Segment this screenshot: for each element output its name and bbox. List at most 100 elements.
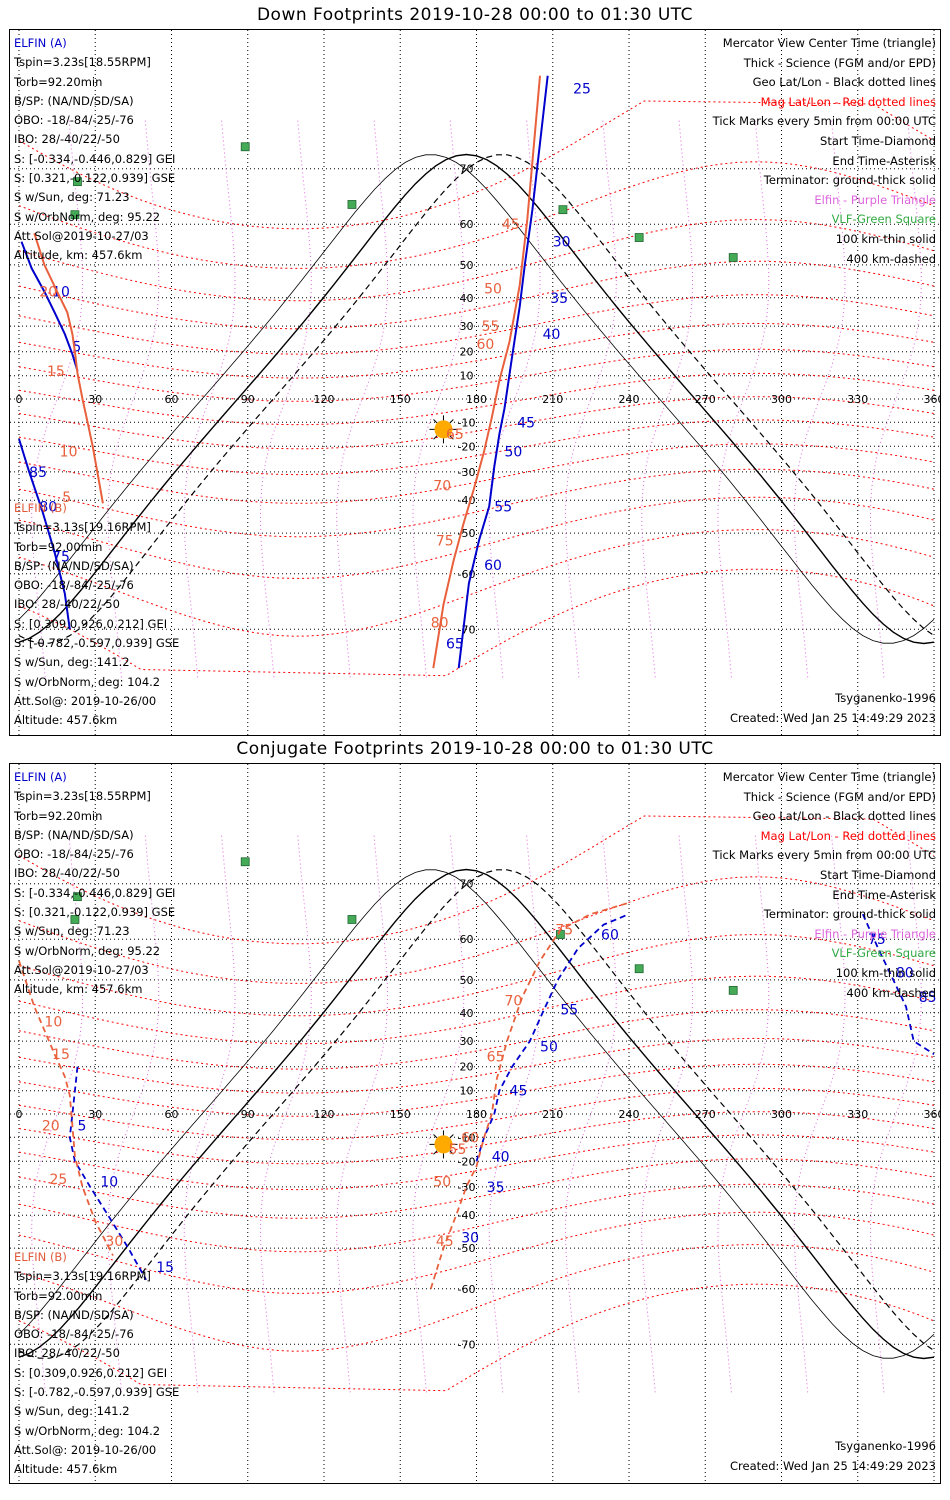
elfin-info-line: S: [-0.782,-0.597,0.939] GSE <box>14 1385 180 1400</box>
conjugate-footprints-map: 0 30 60 90 120 150 180 210 240 270 300 330 360 70 60 50… <box>10 764 940 1483</box>
mag-lat-line <box>18 161 935 269</box>
footprint-time-label: 15 <box>47 364 65 380</box>
lon-tick-label: 300 <box>771 1108 792 1121</box>
legend-entry: 100 km-thin solid <box>835 231 936 246</box>
elfin-info-line: Tspin=3.13s[19.16RPM] <box>14 1269 151 1284</box>
lat-tick-label: 60 <box>460 218 474 231</box>
legend-entry: VLF-Green Square <box>831 946 936 961</box>
legend-entry: End Time-Asterisk <box>832 887 936 902</box>
legend-entry: End Time-Asterisk <box>832 153 936 168</box>
lon-tick-label: 300 <box>771 393 792 406</box>
mag-lat-line <box>18 1134 935 1191</box>
sun-ray <box>449 435 454 440</box>
footprint-time-label: 45 <box>502 217 520 233</box>
vlf-station-marker <box>728 985 738 995</box>
elfin-info-line: S w/OrbNorm, deg: 104.2 <box>14 1423 161 1438</box>
footprint-time-label: 60 <box>461 1130 479 1146</box>
lat-tick-label: 20 <box>460 346 474 359</box>
mag-lat-line <box>18 396 935 450</box>
vlf-station-marker <box>240 857 250 867</box>
lon-tick-label: 90 <box>241 1108 255 1121</box>
vlf-station-marker <box>634 964 644 974</box>
vlf-station-marker <box>73 892 82 902</box>
mag-lat-line <box>18 975 935 1045</box>
lat-tick-label: -10 <box>458 1131 476 1144</box>
footprint-time-label: 65 <box>487 1050 505 1066</box>
footprint-time-label: 70 <box>504 993 522 1009</box>
vlf-station-marker <box>347 915 357 924</box>
mag-lat-line <box>18 1158 935 1219</box>
lon-tick-label: 240 <box>619 1108 640 1121</box>
legend-entry: 400 km-dashed <box>846 985 936 1000</box>
sun-icon <box>434 420 453 439</box>
elfin-info-line: Torb=92.00min <box>14 1288 103 1303</box>
legend-entry: Mag Lat/Lon - Red dotted lines <box>760 828 936 843</box>
footprint-time-label: 20 <box>39 285 57 301</box>
lat-tick-label: 30 <box>460 320 474 333</box>
mag-lat-line <box>18 1063 935 1117</box>
elfin-info-line: Altitude, km: 457.6km <box>14 248 143 263</box>
elfin-info-line: S: [-0.334,-0.446,0.829] GEI <box>14 151 176 166</box>
vlf-station-marker <box>728 253 738 262</box>
elfin-info-line: Torb=92.20min <box>14 74 103 89</box>
elfin-info-line: OBO: -18/-84/-25/-76 <box>14 1327 134 1342</box>
lon-tick-label: 360 <box>924 393 942 406</box>
mag-lat-line <box>18 1183 935 1253</box>
lat-tick-label: -30 <box>458 1181 476 1194</box>
footprint-time-label: 80 <box>39 499 57 515</box>
lat-tick-label: -30 <box>458 466 476 479</box>
mag-lat-line <box>18 419 935 476</box>
lon-tick-label: 270 <box>695 1108 716 1121</box>
legend-entry: Mercator View Center Time (triangle) <box>722 36 936 50</box>
sun-ray <box>433 435 438 440</box>
elfin-info-line: S: [0.321,-0.122,0.939] GSE <box>14 171 176 186</box>
terminator-100km-line <box>18 869 935 1359</box>
elfin-info-line: S: [-0.334,-0.446,0.829] GEI <box>14 885 176 900</box>
lon-tick-label: 150 <box>390 393 411 406</box>
model-label: Tsyganenko-1996 <box>835 1439 936 1453</box>
vlf-station-marker <box>73 177 82 187</box>
footprint-time-label: 40 <box>543 327 561 343</box>
mag-lat-line <box>18 1087 935 1141</box>
mag-lat-line <box>18 443 935 504</box>
elfin-info-line: S w/Sun, deg: 141.2 <box>14 1404 130 1419</box>
elfin-info-line: S w/OrbNorm, deg: 95.22 <box>14 209 161 224</box>
mag-lon-line <box>259 120 312 678</box>
footprint-time-label: 5 <box>62 490 71 506</box>
footprint-time-label: 55 <box>482 319 500 335</box>
lon-tick-label: 30 <box>88 1108 102 1121</box>
mag-lat-line <box>18 219 935 302</box>
footprint-time-label: 65 <box>446 427 464 443</box>
footprint-track <box>429 901 630 1290</box>
vlf-station-marker <box>558 205 568 215</box>
legend-entry: Start Time-Diamond <box>820 867 936 882</box>
footprint-time-label: 30 <box>553 235 571 251</box>
vlf-station-marker <box>240 142 250 152</box>
mag-lat-line <box>18 100 935 230</box>
footprint-time-label: 25 <box>573 81 591 97</box>
footprint-time-label: 65 <box>446 637 464 653</box>
elfin-info-line: OBO: -18/-84/-25/-76 <box>14 847 134 862</box>
lat-tick-label: 40 <box>460 292 474 305</box>
legend-entry: Mercator View Center Time (triangle) <box>722 770 936 784</box>
footprint-time-label: 80 <box>431 616 449 632</box>
mag-lat-line <box>18 529 935 637</box>
mag-lon-line <box>183 120 236 678</box>
mag-lat-line <box>18 876 935 984</box>
elfin-info-line: Att.Sol@2019-10-27/03 <box>14 962 149 977</box>
legend-entry: Mag Lat/Lon - Red dotted lines <box>760 94 936 109</box>
legend-entry: Terminator: ground-thick solid <box>763 907 936 922</box>
mag-lon-line <box>183 835 236 1393</box>
lon-tick-label: 90 <box>241 393 255 406</box>
elfin-info-line: IBO: 28/-40/22/-50 <box>14 597 120 612</box>
lon-tick-label: 180 <box>466 1108 487 1121</box>
vlf-station-marker <box>347 200 357 209</box>
created-label: Created: Wed Jan 25 14:49:29 2023 <box>729 711 936 725</box>
footprint-time-label: 50 <box>484 281 502 297</box>
vlf-station-marker <box>70 915 80 924</box>
elfin-info-line: IBO: 28/-40/22/-50 <box>14 132 120 147</box>
mag-lat-line <box>18 468 935 538</box>
down-footprints-map: 0306090120150180210240270300330360706050… <box>10 30 942 735</box>
elfin-info-line: Tspin=3.23s[18.55RPM] <box>14 789 151 804</box>
footprint-time-label: 40 <box>492 1149 510 1165</box>
